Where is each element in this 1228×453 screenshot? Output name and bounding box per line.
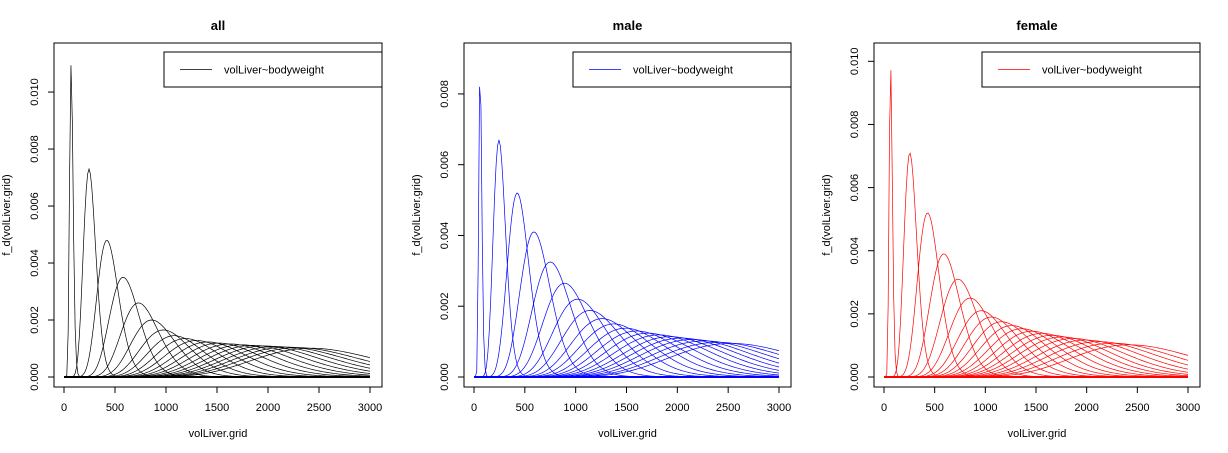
x-tick-label: 3000 — [1176, 402, 1200, 414]
y-tick-label: 0.010 — [849, 48, 861, 76]
density-curve — [884, 70, 1188, 378]
density-curve — [474, 139, 779, 378]
x-tick-label: 1500 — [614, 402, 638, 414]
x-tick-label: 1000 — [154, 402, 178, 414]
x-axis-label: volLiver.grid — [598, 428, 657, 440]
y-tick-label: 0.006 — [849, 174, 861, 202]
density-curve — [474, 261, 779, 378]
density-curve — [884, 212, 1188, 378]
chart-title: female — [1016, 18, 1057, 33]
y-tick-label: 0.004 — [439, 222, 451, 250]
y-tick-label: 0.004 — [849, 237, 861, 265]
y-tick-label: 0.000 — [29, 363, 41, 391]
y-tick-label: 0.006 — [439, 151, 451, 179]
y-tick-label: 0.006 — [29, 192, 41, 220]
x-tick-label: 1500 — [205, 402, 229, 414]
y-axis: 0.000 0.002 0.004 0.006 0.008 — [439, 80, 464, 391]
x-tick-label: 2500 — [1125, 402, 1149, 414]
x-tick-label: 2000 — [665, 402, 689, 414]
plot-frame — [873, 42, 1201, 388]
y-tick-label: 0.002 — [29, 306, 41, 334]
legend: volLiver~bodyweight — [572, 51, 792, 88]
x-tick-label: 3000 — [767, 402, 791, 414]
y-tick-label: 0.000 — [849, 363, 861, 391]
density-curve — [474, 231, 779, 378]
density-curves — [64, 65, 371, 378]
chart-title: male — [613, 18, 643, 33]
chart-panel-all: all 0 500 1000 1500 2000 2500 3000 volLiver.grid… — [1, 18, 383, 440]
chart-title: all — [211, 18, 225, 33]
x-tick-label: 2500 — [307, 402, 331, 414]
density-curve — [474, 192, 779, 378]
x-tick-label: 0 — [471, 402, 477, 414]
y-axis-label: f_d(volLiver.grid) — [821, 174, 833, 255]
chart-panel-male: male 0 500 1000 1500 2000 2500 3000 volLiver.gri… — [411, 18, 792, 440]
y-tick-label: 0.000 — [439, 363, 451, 391]
x-tick-label: 500 — [106, 402, 124, 414]
x-tick-label: 500 — [925, 402, 943, 414]
x-tick-label: 500 — [516, 402, 534, 414]
legend-label: volLiver~bodyweight — [633, 65, 733, 77]
x-tick-label: 2000 — [1074, 402, 1098, 414]
x-axis: 0 500 1000 1500 2000 2500 3000 — [471, 387, 791, 414]
x-tick-label: 1500 — [1024, 402, 1048, 414]
density-curve — [474, 86, 779, 378]
x-tick-label: 2000 — [256, 402, 280, 414]
legend-label: volLiver~bodyweight — [1042, 65, 1142, 77]
plot-frame — [53, 42, 383, 388]
y-tick-label: 0.008 — [439, 80, 451, 108]
x-axis-label: volLiver.grid — [1008, 428, 1067, 440]
legend: volLiver~bodyweight — [981, 51, 1201, 88]
x-tick-label: 2500 — [716, 402, 740, 414]
legend-label: volLiver~bodyweight — [224, 65, 324, 77]
density-curves — [884, 70, 1189, 378]
density-curve — [884, 342, 1189, 378]
density-curves — [474, 86, 780, 378]
y-tick-label: 0.002 — [439, 292, 451, 320]
density-curve — [884, 253, 1188, 378]
y-tick-label: 0.004 — [29, 249, 41, 277]
y-tick-label: 0.008 — [29, 135, 41, 163]
x-tick-label: 0 — [61, 402, 67, 414]
density-curve — [64, 239, 370, 378]
x-axis: 0 500 1000 1500 2000 2500 3000 — [61, 387, 382, 414]
y-axis-label: f_d(volLiver.grid) — [411, 174, 423, 255]
x-tick-label: 1000 — [973, 402, 997, 414]
x-tick-label: 0 — [881, 402, 887, 414]
density-curve — [884, 152, 1188, 378]
y-tick-label: 0.002 — [849, 300, 861, 328]
plot-frame — [463, 42, 792, 388]
density-curve — [474, 282, 779, 378]
density-curve — [64, 329, 370, 378]
density-curve — [474, 298, 779, 378]
x-axis-label: volLiver.grid — [189, 428, 248, 440]
density-curve — [64, 65, 370, 378]
y-tick-label: 0.010 — [29, 78, 41, 106]
chart-panel-female: female 0 500 1000 1500 2000 2500 3000 volLiver.g… — [821, 18, 1201, 440]
x-tick-label: 1000 — [563, 402, 587, 414]
x-axis: 0 500 1000 1500 2000 2500 3000 — [881, 387, 1200, 414]
y-axis-label: f_d(volLiver.grid) — [1, 174, 13, 255]
y-axis: 0.000 0.002 0.004 0.006 0.008 0.010 — [849, 48, 874, 391]
y-axis: 0.000 0.002 0.004 0.006 0.008 0.010 — [29, 78, 54, 391]
legend: volLiver~bodyweight — [163, 51, 383, 88]
y-tick-label: 0.008 — [849, 111, 861, 139]
x-tick-label: 3000 — [358, 402, 382, 414]
density-curve — [884, 321, 1188, 378]
